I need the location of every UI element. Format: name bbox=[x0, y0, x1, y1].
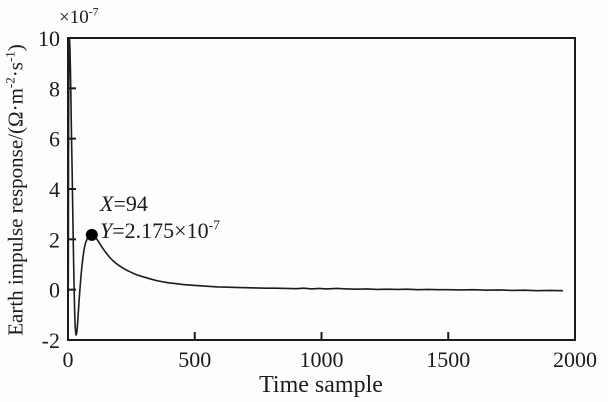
datatip-y-line: Y=2.175×10-7 bbox=[100, 217, 220, 243]
y-tick-label: 10 bbox=[38, 26, 60, 51]
y-axis-scale-factor: ×10-7 bbox=[59, 5, 99, 28]
datatip-x-line: X=94 bbox=[100, 191, 148, 216]
y-axis-label: Earth impulse response/(Ω·m-2·s-1) bbox=[2, 44, 28, 336]
y-tick-label: 6 bbox=[49, 127, 60, 152]
y-tick-label: -2 bbox=[42, 328, 60, 353]
data-point-marker bbox=[85, 228, 98, 241]
datatip-annotation: X=94 Y=2.175×10-7 bbox=[100, 190, 220, 244]
x-tick-label: 500 bbox=[178, 347, 211, 372]
x-tick-label: 0 bbox=[63, 347, 74, 372]
x-tick-label: 1000 bbox=[300, 347, 344, 372]
x-axis-label: Time sample bbox=[259, 372, 383, 398]
response-curve bbox=[67, 37, 564, 336]
y-tick-label: 2 bbox=[49, 227, 60, 252]
x-tick-label: 1500 bbox=[426, 347, 470, 372]
plot-frame bbox=[67, 37, 576, 341]
y-tick-label: 0 bbox=[49, 278, 60, 303]
y-tick-label: 4 bbox=[49, 177, 60, 202]
y-tick-label: 8 bbox=[49, 76, 60, 101]
x-tick-label: 2000 bbox=[553, 347, 597, 372]
